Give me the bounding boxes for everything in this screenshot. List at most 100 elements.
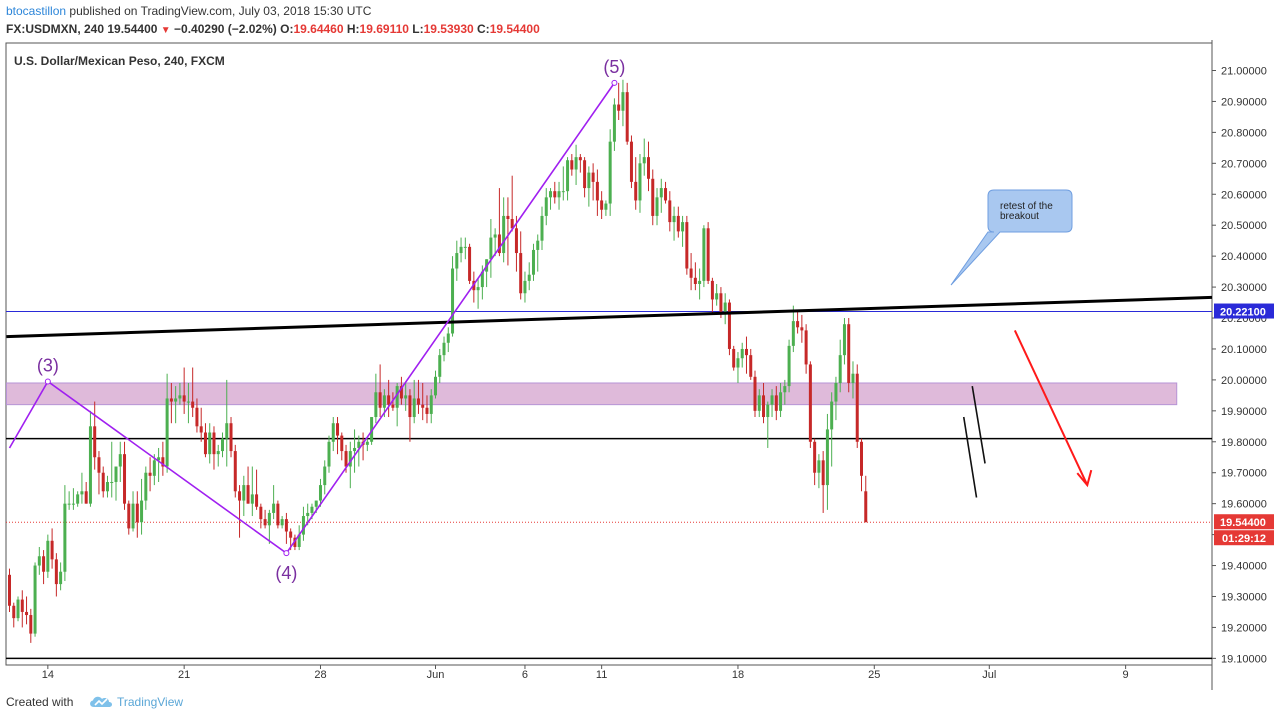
candle-body — [370, 417, 374, 442]
candle — [429, 389, 433, 424]
candle — [497, 188, 501, 257]
candle — [272, 485, 276, 520]
candle-body — [421, 404, 425, 408]
candle-body — [468, 246, 472, 281]
candle — [681, 215, 685, 247]
symbol-label[interactable]: FX:USDMXN, 240 — [6, 22, 105, 36]
candle — [855, 364, 859, 448]
candle-body — [779, 392, 783, 411]
candle — [672, 206, 676, 241]
price-tick-label: 19.20000 — [1221, 622, 1267, 634]
candle — [800, 314, 804, 343]
candle — [540, 206, 544, 250]
candle-body — [174, 398, 178, 402]
candle-body — [587, 172, 591, 189]
candle-body — [42, 556, 46, 572]
candle — [140, 478, 144, 535]
candle — [216, 444, 220, 467]
candle-body — [651, 178, 655, 216]
candle-body — [365, 441, 369, 445]
candle — [412, 379, 416, 424]
candle-body — [770, 395, 774, 405]
candle-body — [67, 503, 71, 505]
candle — [689, 253, 693, 291]
candle-body — [238, 491, 242, 501]
candle — [323, 460, 327, 495]
candle-body — [50, 540, 54, 560]
candle-body — [451, 268, 455, 334]
candle-body — [178, 395, 182, 399]
candle — [353, 429, 357, 473]
publish-info: btocastillon published on TradingView.co… — [6, 4, 371, 18]
candle-body — [229, 423, 233, 452]
candle-body — [710, 280, 714, 300]
candle — [493, 228, 497, 257]
candle — [566, 157, 570, 201]
candle — [506, 197, 510, 266]
forecast-arrow-line — [1013, 329, 1089, 486]
candle — [744, 336, 748, 374]
price-tick-label: 20.50000 — [1221, 220, 1267, 232]
candle — [553, 181, 557, 204]
time-tick-label: 25 — [868, 669, 880, 681]
candle-body — [740, 348, 744, 359]
candle-body — [847, 324, 851, 383]
flag-line — [971, 385, 986, 464]
candle-body — [608, 141, 612, 204]
candle-body — [310, 506, 314, 513]
candle — [425, 395, 429, 424]
candle-body — [263, 519, 267, 526]
candle — [16, 596, 20, 622]
candle-body — [791, 321, 795, 346]
candle — [186, 382, 190, 424]
candle — [408, 389, 412, 442]
candle-body — [851, 373, 855, 383]
candle — [570, 154, 574, 176]
candle — [604, 200, 608, 216]
candle-body — [182, 395, 186, 402]
tradingview-brand-link[interactable]: TradingView — [117, 695, 184, 709]
author-link[interactable]: btocastillon — [6, 4, 67, 18]
candle — [93, 401, 97, 470]
price-tick-label: 20.00000 — [1221, 375, 1267, 387]
open-value: 19.64460 — [293, 22, 344, 36]
wave-point — [611, 79, 618, 86]
candle-body — [131, 503, 135, 529]
candle-body — [536, 240, 540, 250]
candle — [774, 386, 778, 421]
candle-body — [404, 395, 408, 399]
candle — [715, 283, 719, 306]
candle-body — [318, 485, 322, 501]
countdown-label: 01:29:12 — [1222, 533, 1266, 545]
candle — [766, 401, 770, 448]
blue-level-badge — [1214, 303, 1274, 319]
candle — [399, 376, 403, 405]
candle-body — [681, 222, 685, 232]
candle — [634, 157, 638, 210]
candle — [864, 475, 868, 523]
candle — [233, 444, 237, 498]
price-tick-label: 19.40000 — [1221, 561, 1267, 573]
candle-body — [702, 228, 706, 281]
candle-body — [642, 157, 646, 164]
candle-body — [203, 432, 207, 455]
candle-body — [242, 485, 246, 501]
candle — [246, 466, 250, 504]
candle-body — [583, 160, 587, 189]
symbol-ohlc-line: FX:USDMXN, 240 19.54400 ▼ −0.40290 (−2.0… — [6, 22, 540, 36]
candle — [267, 509, 271, 544]
candle-body — [331, 423, 335, 442]
candle — [710, 277, 714, 315]
candle — [208, 423, 212, 464]
candle-body — [766, 404, 770, 418]
candle-body — [578, 157, 582, 161]
candle-body — [165, 398, 169, 467]
candle — [238, 485, 242, 538]
candle-body — [29, 615, 33, 634]
candle — [365, 438, 369, 452]
candle-body — [88, 426, 92, 504]
candle-body — [825, 429, 829, 486]
candle-body — [612, 104, 616, 142]
